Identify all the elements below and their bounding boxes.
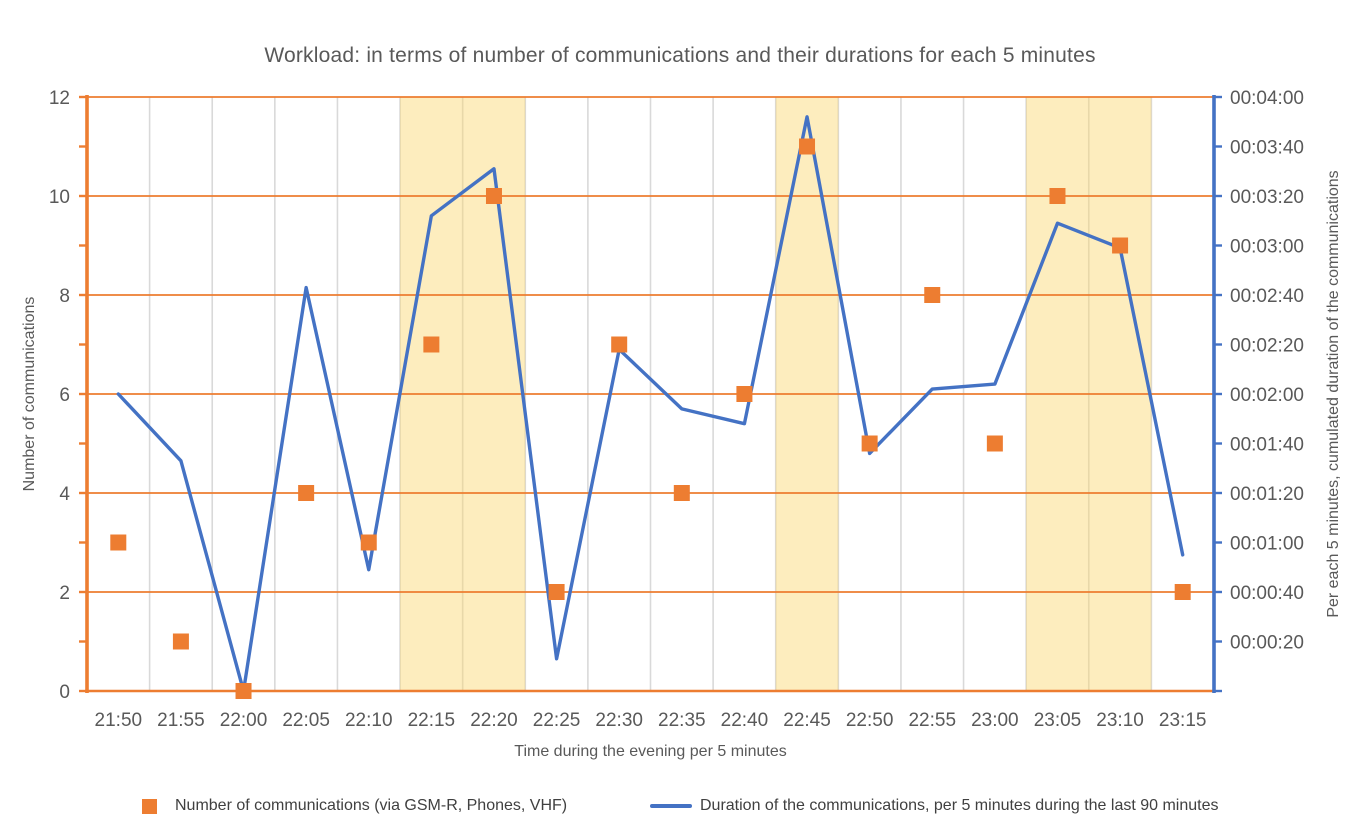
- right-tick-label: 00:03:40: [1230, 138, 1304, 159]
- comm-marker: [423, 336, 440, 353]
- comm-marker: [611, 336, 628, 353]
- left-tick-label: 0: [59, 682, 70, 703]
- x-tick-label: 23:15: [1159, 710, 1207, 731]
- legend: Number of communications (via GSM-R, Pho…: [0, 793, 1360, 819]
- comm-marker: [673, 485, 690, 501]
- y-axis-left-title: Number of communications: [21, 296, 38, 492]
- comm-marker: [235, 683, 252, 699]
- comm-marker: [485, 188, 502, 204]
- comm-marker: [986, 435, 1003, 452]
- x-tick-label: 22:05: [282, 710, 330, 731]
- right-tick-label: 00:02:00: [1230, 385, 1304, 406]
- comm-marker: [298, 485, 315, 501]
- y-left-tick-labels: 0 2 4 6 8 10 12: [49, 88, 71, 703]
- comm-marker: [548, 584, 565, 600]
- comm-marker: [924, 287, 941, 303]
- x-tick-label: 21:50: [95, 710, 143, 731]
- comm-marker: [110, 534, 127, 551]
- comm-marker: [799, 138, 816, 155]
- legend-item-duration: Duration of the communications, per 5 mi…: [650, 793, 1219, 819]
- y-right-tick-labels: 00:00:20 00:00:40 00:01:00 00:01:20 00:01:40…: [1230, 88, 1304, 654]
- axis-lines: [79, 95, 1222, 693]
- x-tick-label: 22:30: [595, 710, 643, 731]
- x-tick-label: 22:00: [220, 710, 268, 731]
- comm-marker: [861, 435, 878, 452]
- comm-marker: [1174, 584, 1191, 600]
- comm-marker: [1112, 237, 1129, 254]
- comm-marker: [172, 633, 189, 650]
- communications-markers: [110, 138, 1191, 699]
- right-tick-label: 00:04:00: [1230, 88, 1304, 109]
- left-tick-label: 2: [59, 583, 70, 604]
- right-tick-label: 00:02:40: [1230, 286, 1304, 307]
- x-tick-label: 22:45: [783, 710, 831, 731]
- y-axis-right-title: Per each 5 minutes, cumulated duration o…: [1325, 170, 1342, 618]
- x-tick-label: 23:00: [971, 710, 1019, 731]
- x-tick-label: 22:40: [721, 710, 769, 731]
- right-tick-label: 00:03:00: [1230, 237, 1304, 258]
- right-tick-label: 00:01:40: [1230, 435, 1304, 456]
- x-tick-label: 23:05: [1034, 710, 1082, 731]
- x-tick-label: 22:15: [408, 710, 456, 731]
- comm-marker: [360, 534, 377, 551]
- x-tick-labels: 21:50 21:55 22:00 22:05 22:10 22:15 22:20 22:25…: [95, 710, 1207, 731]
- legend-item-communications: Number of communications (via GSM-R, Pho…: [142, 793, 567, 819]
- left-tick-label: 6: [59, 385, 70, 406]
- x-axis-title: Time during the evening per 5 minutes: [514, 743, 787, 760]
- right-tick-label: 00:00:20: [1230, 633, 1304, 654]
- x-tick-label: 21:55: [157, 710, 205, 731]
- x-tick-label: 23:10: [1096, 710, 1144, 731]
- left-tick-label: 12: [49, 88, 70, 109]
- x-tick-label: 22:20: [470, 710, 518, 731]
- right-tick-label: 00:00:40: [1230, 583, 1304, 604]
- right-tick-label: 00:01:20: [1230, 484, 1304, 505]
- orange-square-swatch-icon: [142, 798, 157, 814]
- comm-marker: [736, 386, 753, 402]
- left-tick-label: 8: [59, 286, 70, 307]
- right-tick-label: 00:01:00: [1230, 534, 1304, 555]
- x-tick-label: 22:50: [846, 710, 894, 731]
- x-tick-label: 22:35: [658, 710, 706, 731]
- x-tick-label: 22:25: [533, 710, 581, 731]
- comm-marker: [1049, 188, 1066, 204]
- chart-title: Workload: in terms of number of communic…: [264, 44, 1096, 67]
- legend-duration-label: Duration of the communications, per 5 mi…: [700, 797, 1219, 814]
- legend-communications-label: Number of communications (via GSM-R, Pho…: [175, 797, 568, 814]
- duration-line: [116, 115, 1185, 693]
- left-tick-label: 4: [59, 484, 70, 505]
- blue-line-swatch-icon: [650, 804, 692, 808]
- right-tick-label: 00:02:20: [1230, 336, 1304, 357]
- x-tick-label: 22:55: [908, 710, 956, 731]
- right-tick-label: 00:03:20: [1230, 187, 1304, 208]
- left-tick-label: 10: [49, 187, 70, 208]
- x-tick-label: 22:10: [345, 710, 393, 731]
